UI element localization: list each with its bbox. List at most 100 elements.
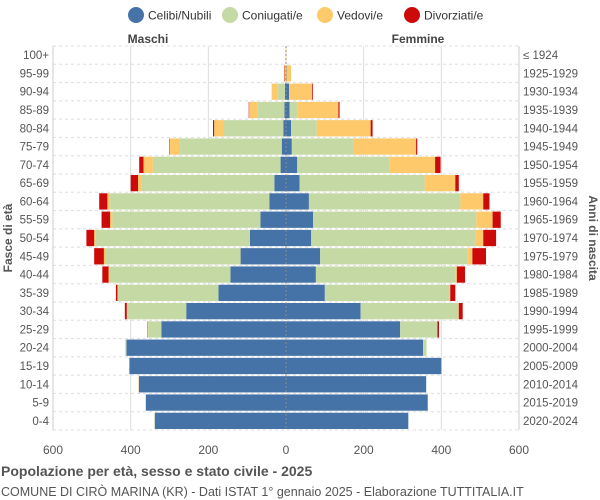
x-tick-label: 600 xyxy=(43,443,63,457)
bar-female-divorziatie-25-29 xyxy=(437,321,440,338)
legend-label: Celibi/Nubili xyxy=(148,9,211,23)
bar-female-coniugatie-25-29 xyxy=(400,321,438,338)
bar-male-celibinubili-45-49 xyxy=(240,248,286,265)
age-label: 90-94 xyxy=(20,87,50,99)
birth-year-label: 1980-1984 xyxy=(523,270,579,282)
bar-female-divorziatie-35-39 xyxy=(450,284,456,301)
bar-male-vedovie-40-44 xyxy=(108,266,110,283)
population-pyramid: Celibi/Nubili Coniugati/e Vedovi/e Divorzia… xyxy=(1,7,600,457)
bar-male-coniugatie-60-64 xyxy=(110,193,270,210)
bar-female-celibinubili-15-19 xyxy=(286,357,442,375)
legend-label: Coniugati/e xyxy=(242,9,303,23)
bar-male-celibinubili-5-9 xyxy=(145,394,286,411)
birth-year-label: 1960-1964 xyxy=(523,196,579,208)
legend-marker-1 xyxy=(222,7,238,23)
legend-marker-2 xyxy=(317,7,333,23)
bar-male-coniugatie-65-69 xyxy=(141,175,275,192)
bar-female-celibinubili-85-89 xyxy=(286,101,290,119)
birth-year-label: 2000-2004 xyxy=(523,343,579,355)
bar-female-coniugatie-45-49 xyxy=(320,248,468,265)
bar-female-coniugatie-20-24 xyxy=(423,339,427,356)
bar-male-divorziatie-50-54 xyxy=(86,229,95,247)
bar-female-divorziatie-65-69 xyxy=(455,175,459,192)
bar-male-coniugatie-50-54 xyxy=(95,229,250,247)
age-label: 60-64 xyxy=(20,196,50,208)
bar-female-celibinubili-75-79 xyxy=(286,138,292,155)
bar-male-coniugatie-75-79 xyxy=(179,138,282,155)
bar-female-celibinubili-5-9 xyxy=(286,394,428,411)
females-label: Femmine xyxy=(392,32,445,46)
birth-year-label: 1930-1934 xyxy=(523,87,579,99)
bar-female-vedovie-65-69 xyxy=(424,175,456,192)
bar-female-coniugatie-55-59 xyxy=(313,211,477,228)
birth-year-label: 2005-2009 xyxy=(523,361,578,373)
birth-year-label: 2010-2014 xyxy=(523,379,579,391)
bar-male-coniugatie-90-94 xyxy=(277,83,285,100)
bar-male-celibinubili-75-79 xyxy=(281,138,286,155)
bar-female-celibinubili-60-64 xyxy=(286,193,309,210)
bar-male-celibinubili-0-4 xyxy=(154,412,286,429)
bar-male-coniugatie-85-89 xyxy=(257,101,285,119)
bar-female-coniugatie-30-34 xyxy=(360,303,459,320)
bar-male-coniugatie-35-39 xyxy=(117,284,219,301)
age-label: 95-99 xyxy=(20,68,49,80)
age-label: 70-74 xyxy=(20,160,50,172)
bar-male-divorziatie-45-49 xyxy=(94,248,104,265)
bar-female-vedovie-60-64 xyxy=(460,193,484,210)
bar-female-coniugatie-70-74 xyxy=(297,156,390,173)
bar-male-celibinubili-35-39 xyxy=(218,284,286,301)
bar-female-vedovie-85-89 xyxy=(297,101,339,119)
y-axis-title-right: Anni di nascita xyxy=(586,195,600,281)
age-label: 75-79 xyxy=(20,142,49,154)
chart-subtitle: COMUNE DI CIRÒ MARINA (KR) - Dati ISTAT … xyxy=(1,485,524,499)
bar-male-divorziatie-60-64 xyxy=(99,193,108,210)
x-tick-label: 200 xyxy=(198,443,218,457)
bar-female-coniugatie-90-94 xyxy=(289,83,290,100)
age-label: 10-14 xyxy=(20,379,50,391)
birth-year-label: 1950-1954 xyxy=(523,160,579,172)
bar-male-coniugatie-20-24 xyxy=(125,339,127,356)
age-label: 65-69 xyxy=(20,178,49,190)
x-tick-label: 600 xyxy=(509,443,529,457)
age-label: 80-84 xyxy=(20,123,50,135)
bar-male-vedovie-65-69 xyxy=(138,175,142,192)
bar-female-celibinubili-50-54 xyxy=(286,229,312,247)
bar-male-celibinubili-30-34 xyxy=(186,303,286,320)
age-label: 15-19 xyxy=(20,361,49,373)
bar-male-coniugatie-25-29 xyxy=(148,321,162,338)
birth-year-label: 1995-1999 xyxy=(523,324,578,336)
birth-year-label: 1965-1969 xyxy=(523,215,578,227)
age-label: 100+ xyxy=(23,50,49,62)
bar-male-coniugatie-80-84 xyxy=(223,120,284,137)
bar-female-divorziatie-80-84 xyxy=(370,120,373,137)
birth-year-label: 1955-1959 xyxy=(523,178,578,190)
bar-male-coniugatie-45-49 xyxy=(105,248,241,265)
bar-male-celibinubili-65-69 xyxy=(274,175,286,192)
bar-female-vedovie-90-94 xyxy=(289,83,313,100)
bar-male-celibinubili-90-94 xyxy=(284,83,286,100)
bar-female-vedovie-40-44 xyxy=(455,266,457,283)
birth-year-label: 1975-1979 xyxy=(523,251,578,263)
bar-female-celibinubili-65-69 xyxy=(286,175,300,192)
birth-year-label: 1945-1949 xyxy=(523,142,578,154)
birth-year-label: 1970-1974 xyxy=(523,233,579,245)
bar-male-coniugatie-40-44 xyxy=(109,266,231,283)
bar-female-divorziatie-55-59 xyxy=(492,211,501,228)
bar-male-divorziatie-40-44 xyxy=(102,266,109,283)
x-tick-label: 200 xyxy=(354,443,374,457)
males-label: Maschi xyxy=(128,32,169,46)
bar-male-vedovie-85-89 xyxy=(249,101,258,119)
bar-female-vedovie-55-59 xyxy=(476,211,493,228)
bar-female-coniugatie-35-39 xyxy=(324,284,450,301)
bar-male-coniugatie-55-59 xyxy=(112,211,261,228)
bar-female-celibinubili-30-34 xyxy=(286,303,361,320)
bar-male-divorziatie-55-59 xyxy=(101,211,111,228)
bar-male-divorziatie-35-39 xyxy=(115,284,118,301)
age-label: 35-39 xyxy=(20,288,49,300)
age-label: 85-89 xyxy=(20,105,49,117)
bar-female-vedovie-50-54 xyxy=(475,229,484,247)
bar-female-divorziatie-90-94 xyxy=(312,83,313,100)
bar-male-celibinubili-50-54 xyxy=(249,229,286,247)
age-label: 30-34 xyxy=(20,306,50,318)
